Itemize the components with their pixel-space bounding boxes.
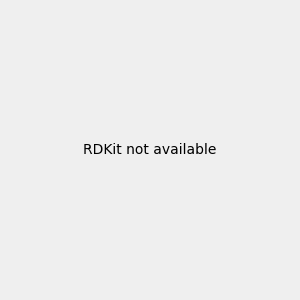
Text: RDKit not available: RDKit not available (83, 143, 217, 157)
